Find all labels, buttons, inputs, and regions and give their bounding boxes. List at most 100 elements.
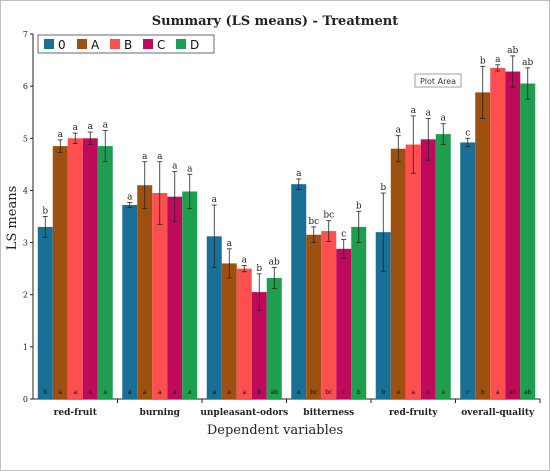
- significance-label: b: [480, 56, 486, 66]
- significance-label: bc: [308, 217, 319, 227]
- bar: [291, 184, 307, 399]
- significance-label: c: [465, 128, 470, 138]
- x-tick-label: overall-quality: [461, 408, 535, 418]
- significance-label: ab: [522, 58, 533, 68]
- plot-area-tooltip-box: [414, 73, 462, 88]
- legend-entry: D: [190, 38, 199, 52]
- bar-group-label: a: [396, 389, 400, 396]
- y-tick-label: 6: [23, 82, 28, 91]
- bar: [435, 134, 451, 399]
- bar: [420, 139, 436, 400]
- bar-group-label: a: [103, 389, 107, 396]
- bar: [82, 138, 98, 400]
- x-axis-label: Dependent variables: [207, 423, 343, 438]
- significance-label: bc: [323, 211, 334, 221]
- significance-label: a: [426, 108, 432, 118]
- bar: [251, 292, 267, 399]
- bar: [460, 142, 476, 399]
- significance-label: b: [356, 201, 362, 211]
- bar: [475, 92, 491, 400]
- bar: [321, 231, 337, 399]
- y-tick-label: 7: [23, 30, 28, 39]
- significance-label: ab: [507, 46, 518, 56]
- bar-group-label: a: [73, 389, 77, 396]
- bar-group-label: a: [297, 389, 301, 396]
- bar-group-label: c: [466, 389, 469, 396]
- y-tick-label: 1: [23, 343, 28, 352]
- bar: [390, 148, 406, 399]
- bar: [152, 193, 168, 399]
- legend-swatch: [110, 39, 120, 49]
- bar-group-label: a: [496, 389, 500, 396]
- significance-label: a: [172, 162, 178, 172]
- significance-label: b: [380, 183, 386, 193]
- significance-label: a: [88, 122, 94, 132]
- x-tick-label: bitterness: [303, 408, 354, 418]
- significance-label: b: [256, 264, 262, 274]
- bar-group-label: a: [158, 389, 162, 396]
- bar-group-label: a: [411, 389, 415, 396]
- bar-group-label: ab: [271, 389, 279, 396]
- bar: [137, 185, 153, 399]
- significance-label: b: [42, 207, 48, 217]
- legend-swatch: [77, 39, 87, 49]
- bar: [505, 71, 521, 400]
- significance-label: a: [187, 164, 193, 174]
- significance-label: a: [227, 239, 233, 249]
- bar-group-label: a: [143, 389, 147, 396]
- bar-group-label: a: [58, 389, 62, 396]
- y-tick-label: 2: [23, 291, 28, 300]
- legend-swatch: [143, 39, 153, 49]
- plot-area-tooltip: Plot Area: [420, 77, 456, 86]
- significance-label: ab: [269, 258, 280, 268]
- significance-label: c: [341, 229, 346, 239]
- bar: [490, 67, 506, 400]
- bar: [351, 226, 367, 399]
- bar-group-label: a: [426, 389, 430, 396]
- significance-label: a: [103, 120, 109, 130]
- y-tick-label: 5: [23, 134, 28, 143]
- bar-group-label: b: [257, 389, 261, 396]
- bar-group-label: a: [88, 389, 92, 396]
- bar-group-label: a: [128, 389, 132, 396]
- bar-group-label: a: [227, 389, 231, 396]
- y-tick-label: 0: [23, 395, 28, 404]
- bar-group-label: b: [381, 389, 385, 396]
- y-axis-label: LS means: [5, 186, 20, 251]
- significance-label: a: [411, 106, 417, 116]
- legend-swatch: [44, 39, 54, 49]
- bar: [52, 146, 68, 399]
- x-tick-label: unpleasant-odors: [200, 408, 288, 418]
- bar-group-label: a: [441, 389, 445, 396]
- x-tick-label: burning: [140, 408, 181, 418]
- bar-group-label: a: [173, 389, 177, 396]
- bar-group-label: c: [342, 389, 345, 396]
- significance-label: a: [296, 169, 302, 179]
- chart-title: Summary (LS means) - Treatment: [152, 14, 399, 29]
- bar-group-label: a: [242, 389, 246, 396]
- bar-group-label: b: [357, 389, 361, 396]
- bar: [306, 234, 322, 399]
- x-tick-label: red-fruit: [54, 408, 98, 418]
- bar-group-label: ab: [524, 389, 532, 396]
- significance-label: a: [58, 130, 64, 140]
- significance-label: a: [73, 123, 79, 133]
- significance-label: a: [441, 114, 447, 124]
- bar-group-label: a: [188, 389, 192, 396]
- significance-label: a: [127, 192, 133, 202]
- bar: [520, 83, 536, 400]
- bar: [375, 232, 391, 399]
- bar-group-label: b: [481, 389, 485, 396]
- bar: [122, 205, 138, 399]
- legend-entry: A: [91, 38, 100, 52]
- y-tick-label: 3: [23, 239, 28, 248]
- legend-swatch: [176, 39, 186, 49]
- bar: [167, 196, 183, 399]
- bar: [37, 226, 53, 399]
- bar: [266, 278, 282, 399]
- bar: [221, 263, 237, 399]
- significance-label: a: [242, 256, 248, 266]
- significance-label: a: [495, 55, 501, 65]
- legend-entry: C: [157, 38, 165, 52]
